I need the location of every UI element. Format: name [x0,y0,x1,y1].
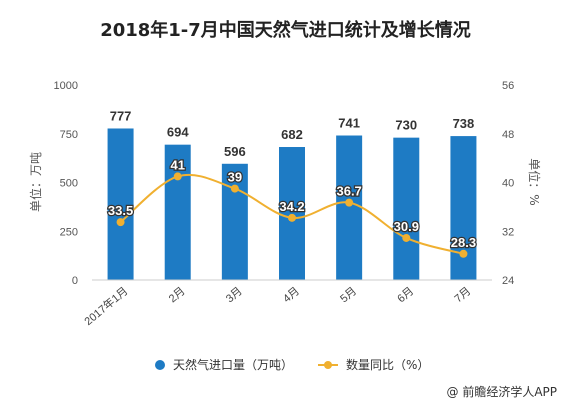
y-tick-label: 750 [60,129,78,141]
bar-value-label: 694 [167,125,189,140]
legend-line-label: 数量同比（%） [346,357,429,372]
legend-bar-marker [155,360,165,370]
line-point [288,213,296,222]
line-value-label: 39 [228,170,242,185]
y2-tick-label: 32 [502,226,514,238]
line-value-label: 30.9 [394,219,419,234]
source-credit: @ 前瞻经济学人APP [446,385,558,399]
line-point [116,218,125,227]
line-value-label: 36.7 [336,184,361,199]
bar [279,147,305,280]
bar-value-label: 741 [338,116,360,131]
y2-axis-label: 单位：% [527,158,542,205]
line-value-label: 33.5 [108,203,133,218]
x-tick-label: 4月 [281,285,302,305]
bar-value-labels: 777 694 596 682 741 730 738 [110,108,475,158]
line-value-label: 28.3 [451,235,476,250]
line-value-label: 41 [170,157,184,172]
y-tick-label: 0 [72,275,78,287]
y2-tick-label: 56 [502,80,514,92]
y2-tick-label: 40 [502,178,514,190]
legend-bar-label: 天然气进口量（万吨） [173,357,293,372]
bar [164,144,191,280]
bar-value-label: 730 [395,118,417,133]
y-axis-right: 24 32 40 48 56 [502,80,514,287]
y2-tick-label: 24 [502,275,514,287]
line-point [345,198,354,207]
y-axis-left: 0 250 500 750 1000 [54,80,78,287]
bar-value-label: 777 [110,108,132,123]
y-axis-label: 单位：万吨 [28,152,43,212]
line-point [173,172,182,181]
bar-value-label: 596 [224,144,246,159]
x-tick-label: 2017年1月 [81,284,130,329]
x-tick-label: 7月 [453,285,474,305]
bar [221,163,248,280]
x-tick-label: 3月 [224,285,245,305]
x-tick-label: 6月 [395,285,416,305]
line-series: 33.5 41 39 34.2 36.7 30.9 28.3 [107,156,477,258]
bar-value-label: 682 [281,127,303,142]
bar [450,136,477,280]
chart-title: 2018年1-7月中国天然气进口统计及增长情况 [100,20,471,41]
bar [107,128,134,280]
x-axis: 2017年1月 2月 3月 4月 5月 6月 7月 [81,284,473,329]
line-value-label: 34.2 [279,199,304,214]
y-tick-label: 250 [60,226,78,238]
bar [393,137,420,280]
y2-tick-label: 48 [502,129,514,141]
bar-value-label: 738 [453,116,475,131]
y-tick-label: 500 [60,178,78,190]
x-tick-label: 5月 [338,285,359,305]
bar [336,135,363,280]
legend: 天然气进口量（万吨） 数量同比（%） [155,357,429,372]
y-tick-label: 1000 [54,80,78,92]
bar-series [107,128,477,280]
x-tick-label: 2月 [167,285,188,305]
line-point [402,233,411,242]
line-point [459,249,468,258]
line-point [230,184,239,193]
legend-line-marker-dot [324,361,332,369]
